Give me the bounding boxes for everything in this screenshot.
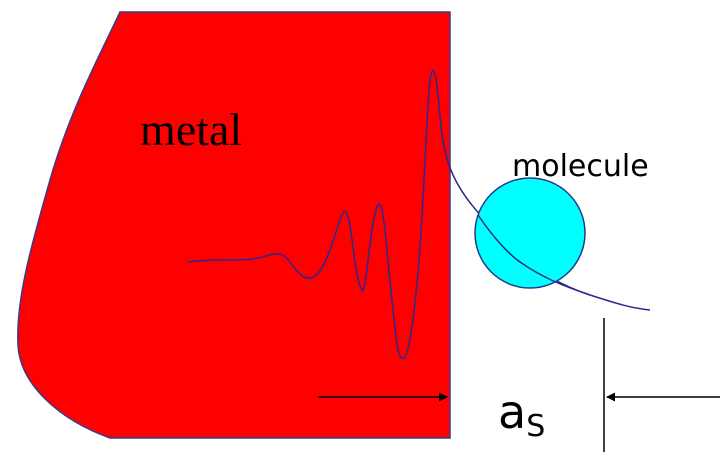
molecule-label: molecule [512, 149, 649, 184]
distance-symbol: a [498, 385, 526, 439]
distance-subscript: S [526, 409, 545, 444]
distance-label: aS [498, 385, 545, 444]
metal-slab [18, 12, 450, 438]
metal-label: metal [140, 104, 242, 155]
